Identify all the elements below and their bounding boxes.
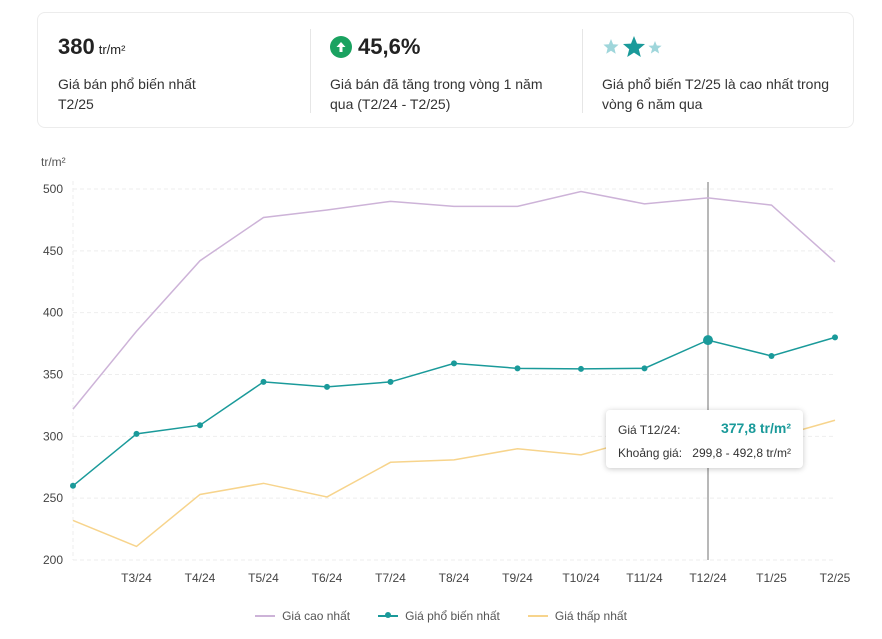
y-axis-unit-label: tr/m² [41,155,66,169]
x-tick-label: T7/24 [375,571,406,585]
stat-current-price: 380 tr/m² Giá bán phổ biến nhất T2/25 [58,13,308,127]
data-point-common [324,383,330,390]
data-point-common [451,360,457,367]
tooltip-range-label: Khoảng giá: [618,446,683,460]
star-large-icon [623,36,645,57]
data-point-common [832,334,838,341]
x-tick-label: T1/25 [756,571,787,585]
stat-divider [310,29,311,113]
x-tick-label: T9/24 [502,571,533,585]
series-line-high [72,190,836,410]
data-point-common [70,482,76,489]
stars-icon [602,34,664,60]
y-tick-label: 450 [43,244,63,258]
current-price-desc-line2: T2/25 [58,96,94,112]
data-point-common [514,365,521,372]
stat-yearly-growth: 45,6% Giá bán đã tăng trong vòng 1 năm q… [330,13,580,127]
tooltip-price-value: 377,8 tr/m² [720,420,791,436]
current-price-desc-line1: Giá bán phổ biến nhất [58,76,196,92]
y-tick-label: 500 [43,182,63,196]
legend-item-common[interactable]: Giá phổ biến nhất [378,609,500,623]
stat-divider [582,29,583,113]
stat-record-high: Giá phổ biến T2/25 là cao nhất trong vòn… [602,13,847,127]
x-tick-label: T6/24 [312,571,343,585]
chart-tooltip: Giá T12/24: 377,8 tr/m² Khoảng giá: 299,… [606,410,803,468]
data-point-common [197,422,203,429]
star-small-right-icon [648,41,662,54]
legend-label-high: Giá cao nhất [282,609,351,623]
x-tick-label: T4/24 [185,571,216,585]
legend-line-high [255,615,276,617]
y-tick-label: 250 [43,491,63,505]
legend-item-low[interactable]: Giá thấp nhất [527,609,627,623]
data-point-common [578,365,584,372]
growth-desc-line2: qua (T2/24 - T2/25) [330,96,451,112]
growth-value: 45,6% [358,34,421,59]
tooltip-range-value: 299,8 - 492,8 tr/m² [692,446,791,460]
legend-label-low: Giá thấp nhất [554,609,627,623]
x-tick-label: T11/24 [626,571,663,585]
data-point-common [387,378,394,385]
y-tick-label: 350 [43,368,63,382]
y-tick-label: 300 [43,429,63,443]
data-point-common [703,335,713,346]
x-tick-label: T12/24 [689,571,727,585]
x-tick-label: T5/24 [248,571,279,585]
data-point-common [133,430,140,437]
y-tick-label: 400 [43,306,63,320]
y-tick-label: 200 [43,553,63,567]
legend-line-common [378,612,399,618]
chart-canvas[interactable]: tr/m² 200 250 300 350 400 450 500 T3/24 T4/24 T5/2… [0,140,882,600]
legend-label-common: Giá phổ biến nhất [405,609,500,623]
legend-dot-common [385,612,392,618]
stats-card: 380 tr/m² Giá bán phổ biến nhất T2/25 45… [37,12,854,128]
price-chart[interactable]: tr/m² 200 250 300 350 400 450 500 T3/24 T4/24 T5/2… [0,140,882,639]
chart-legend: Giá cao nhất Giá phổ biến nhất Giá thấp … [0,609,882,623]
star-small-left-icon [603,39,619,54]
growth-description: Giá bán đã tăng trong vòng 1 năm qua (T2… [330,74,542,114]
data-point-common [260,378,267,385]
record-desc-line2: vòng 6 năm qua [602,96,703,112]
current-price-unit: tr/m² [98,41,126,57]
current-price-value: 380 [58,34,95,59]
x-tick-label: T8/24 [439,571,470,585]
arrow-up-icon [330,36,352,58]
legend-line-low [527,615,548,617]
growth-desc-line1: Giá bán đã tăng trong vòng 1 năm [330,76,543,92]
data-point-common [641,365,648,372]
x-tick-label: T2/25 [820,571,851,585]
record-description: Giá phổ biến T2/25 là cao nhất trong vòn… [602,74,829,114]
data-point-common [768,352,775,359]
record-desc-line1: Giá phổ biến T2/25 là cao nhất trong [602,76,830,92]
x-tick-label: T10/24 [562,571,600,585]
x-tick-label: T3/24 [121,571,152,585]
legend-item-high[interactable]: Giá cao nhất [255,609,350,623]
tooltip-price-label: Giá T12/24: [618,423,681,437]
current-price-description: Giá bán phổ biến nhất T2/25 [58,74,196,114]
